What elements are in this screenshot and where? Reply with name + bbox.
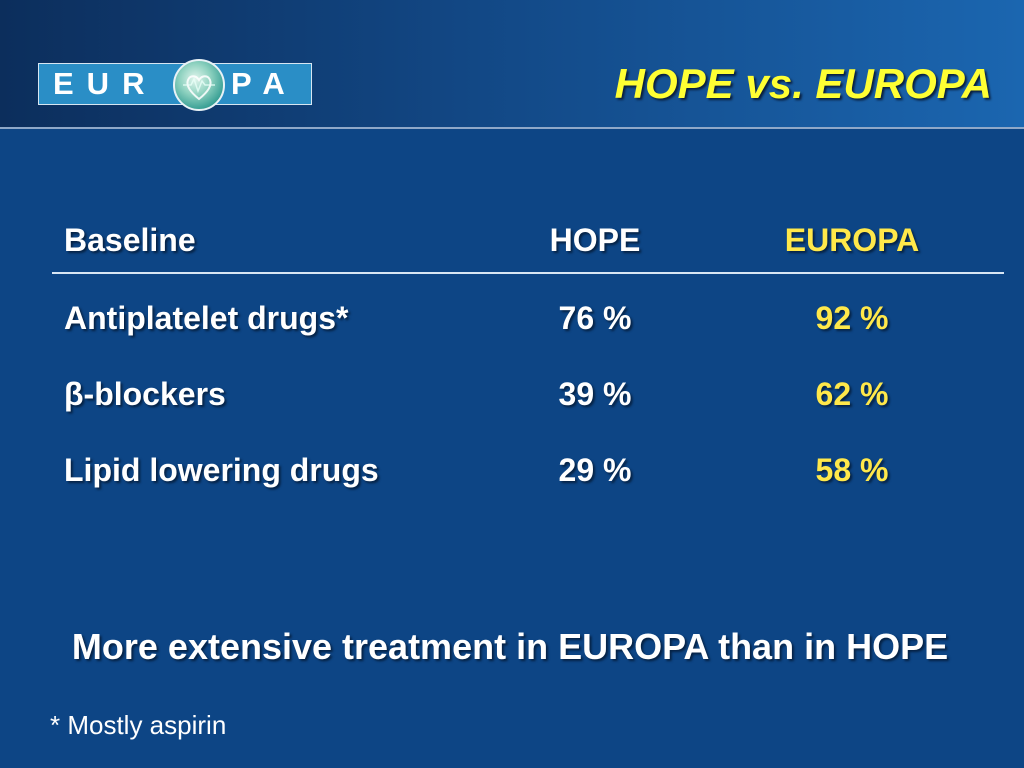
table-header-europa: EUROPA: [784, 222, 920, 258]
table-header-hope: HOPE: [549, 222, 641, 258]
logo-text-right: PA: [231, 66, 298, 101]
row-label: Lipid lowering drugs: [64, 452, 379, 488]
row-label: β-blockers: [64, 376, 226, 412]
conclusion-text: More extensive treatment in EUROPA than …: [71, 626, 949, 667]
hope-value: 29 %: [558, 452, 632, 488]
footnote: * Mostly aspirin: [50, 710, 227, 740]
hope-value: 76 %: [558, 300, 632, 336]
slide-title: HOPE vs. EUROPA: [614, 60, 992, 107]
table-divider: [52, 272, 1004, 274]
row-label: Antiplatelet drugs*: [64, 300, 349, 336]
hope-value: 39 %: [558, 376, 632, 412]
europa-value: 58 %: [815, 452, 889, 488]
europa-logo: EUR PA: [38, 59, 312, 111]
europa-value: 92 %: [815, 300, 889, 336]
table-header-baseline: Baseline: [64, 222, 196, 258]
europa-value: 62 %: [815, 376, 889, 412]
logo-text-left: EUR: [53, 66, 158, 101]
header-divider: [0, 127, 1024, 129]
globe-heart-icon: [173, 59, 225, 111]
